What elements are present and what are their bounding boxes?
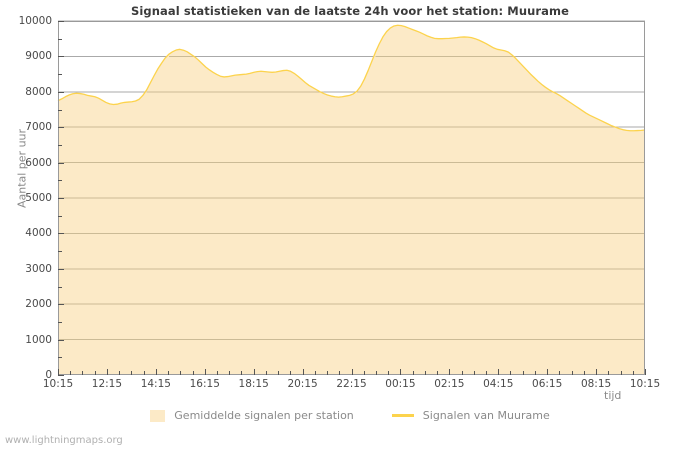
x-tick-label: 14:15 [140,378,171,390]
legend-area-swatch-icon [150,409,166,422]
y-tick-label: 4000 [25,227,52,240]
y-tick-label: 9000 [25,50,52,63]
x-tick-label: 08:15 [580,378,612,390]
y-tick-label: 8000 [25,85,52,98]
x-tick-label: 22:15 [336,378,367,390]
x-tick-label: 10:15 [629,378,661,390]
legend-label-station: Signalen van Muurame [422,409,550,422]
y-tick-label: 1000 [25,333,52,346]
y-tick-label: 3000 [25,262,52,275]
legend-line-swatch-icon [391,414,414,417]
x-tick-label: 00:15 [385,378,416,390]
x-tick-label: 18:15 [238,378,269,390]
x-tick-label: 12:15 [91,378,123,390]
y-tick-label: 6000 [25,156,52,169]
x-axis-title: tijd [604,389,622,402]
x-tick-label: 02:15 [434,378,465,390]
legend-label-average: Gemiddelde signalen per station [174,409,354,422]
footer-url: www.lightningmaps.org [5,435,123,446]
x-tick-label: 06:15 [532,378,563,390]
x-tick-label: 16:15 [189,378,220,390]
chart-legend: Gemiddelde signalen per station Signalen… [0,409,700,422]
x-tick-label: 10:15 [42,378,74,390]
y-tick-label: 10000 [18,15,52,27]
y-tick-label: 5000 [25,192,52,204]
y-tick-label: 7000 [25,121,52,134]
x-tick-label: 04:15 [483,378,514,390]
y-axis-title: Aantal per uur [15,128,29,209]
chart-title: Signaal statistieken van de laatste 24h … [130,4,570,18]
x-tick-label: 20:15 [287,378,318,390]
legend-item-station[interactable]: Signalen van Muurame [391,409,550,422]
legend-item-average[interactable]: Gemiddelde signalen per station [150,409,354,422]
y-tick-label: 2000 [25,298,52,311]
y-tick-label: 0 [45,369,52,381]
